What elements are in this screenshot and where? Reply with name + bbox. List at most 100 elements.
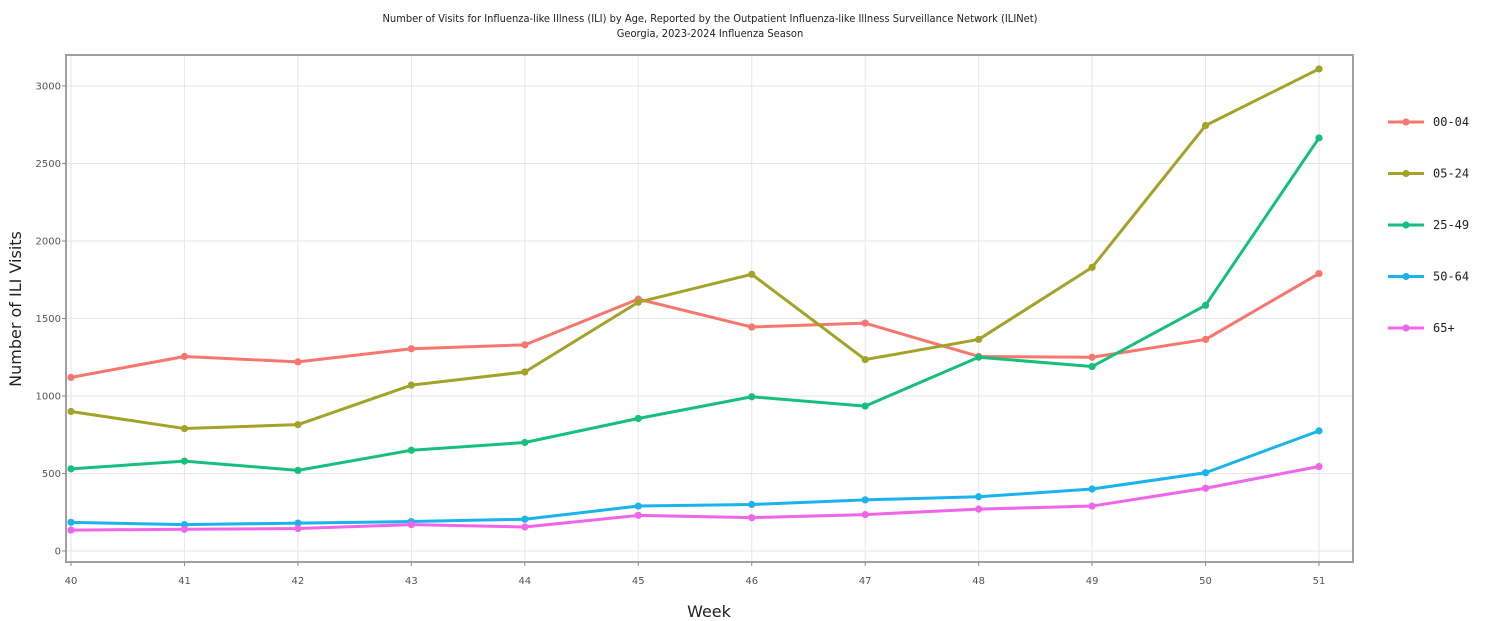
data-point xyxy=(521,523,529,531)
data-point xyxy=(407,345,415,353)
data-point xyxy=(975,493,983,501)
series-00-04 xyxy=(67,269,1323,381)
data-point xyxy=(521,341,529,349)
x-axis-ticks: 40 41 42 43 44 45 46 47 48 49 50 51 xyxy=(65,562,1326,587)
data-point xyxy=(180,457,189,465)
series-layer xyxy=(67,65,1323,534)
x-tick-label: 48 xyxy=(972,576,985,587)
data-point xyxy=(1088,485,1096,493)
data-point xyxy=(521,515,529,523)
x-tick-label: 51 xyxy=(1313,576,1326,587)
data-point xyxy=(1201,484,1210,492)
data-point xyxy=(748,393,756,401)
data-point xyxy=(634,414,642,423)
data-point xyxy=(294,466,302,474)
x-tick-label: 40 xyxy=(65,576,78,587)
data-point xyxy=(634,502,642,510)
y-tick-label: 0 xyxy=(55,547,61,558)
chart-title: Number of Visits for Influenza-like Illn… xyxy=(383,12,1038,25)
data-point xyxy=(180,424,189,433)
data-point xyxy=(521,368,529,376)
gridlines xyxy=(66,55,1353,562)
data-point xyxy=(748,500,756,509)
data-point xyxy=(975,353,983,361)
data-point xyxy=(634,298,642,306)
legend-item: 65+ xyxy=(1388,321,1455,335)
data-point xyxy=(180,352,189,361)
data-point xyxy=(294,524,302,533)
data-point xyxy=(861,510,869,519)
data-point xyxy=(1201,469,1210,477)
y-tick-label: 1500 xyxy=(36,314,61,325)
y-tick-label: 2500 xyxy=(36,159,61,170)
data-point xyxy=(67,373,75,381)
data-point xyxy=(748,514,756,522)
series-05-24 xyxy=(67,65,1323,433)
data-point xyxy=(407,446,415,454)
legend-swatch-marker xyxy=(1402,169,1410,178)
data-point xyxy=(861,402,869,410)
series-line xyxy=(69,465,1321,532)
legend-swatch-marker xyxy=(1402,272,1410,281)
x-tick-label: 44 xyxy=(518,576,531,587)
data-point xyxy=(1315,134,1323,142)
data-point xyxy=(294,519,302,527)
y-tick-label: 2000 xyxy=(36,237,61,248)
y-axis-ticks: 0 500 1000 1500 2000 2500 3000 xyxy=(36,82,66,558)
data-point xyxy=(975,335,983,344)
data-point xyxy=(67,407,75,416)
y-tick-label: 1000 xyxy=(36,392,61,403)
data-point xyxy=(1315,427,1323,435)
x-tick-label: 45 xyxy=(632,576,645,587)
series-line xyxy=(69,67,1321,431)
data-point xyxy=(1201,335,1210,344)
x-tick-label: 49 xyxy=(1086,576,1099,587)
x-tick-label: 43 xyxy=(405,576,418,587)
x-axis-title: Week xyxy=(687,602,732,621)
legend-label: 50-64 xyxy=(1433,270,1469,284)
legend-swatch-marker xyxy=(1402,221,1410,229)
plot-area-border xyxy=(65,54,1354,563)
x-tick-label: 46 xyxy=(745,576,758,587)
y-tick-label: 3000 xyxy=(36,82,61,93)
data-point xyxy=(1315,462,1323,471)
data-point xyxy=(407,521,415,529)
data-point xyxy=(1088,353,1096,361)
data-point xyxy=(748,323,756,331)
series-25-49 xyxy=(67,134,1323,474)
series-line xyxy=(69,272,1321,379)
data-point xyxy=(67,518,75,526)
x-tick-label: 50 xyxy=(1199,576,1212,587)
data-point xyxy=(294,421,302,429)
legend-label: 25-49 xyxy=(1433,218,1469,232)
legend-swatch-marker xyxy=(1402,324,1410,332)
x-tick-label: 42 xyxy=(292,576,305,587)
data-point xyxy=(407,381,415,389)
data-point xyxy=(180,525,189,533)
series-line xyxy=(69,429,1321,527)
legend-item: 05-24 xyxy=(1388,167,1469,181)
legend-item: 50-64 xyxy=(1388,270,1469,284)
series-65+ xyxy=(67,462,1323,534)
data-point xyxy=(67,526,75,534)
chart-subtitle: Georgia, 2023-2024 Influenza Season xyxy=(617,27,804,40)
data-point xyxy=(1315,65,1323,73)
data-point xyxy=(861,496,869,504)
data-point xyxy=(975,505,983,513)
series-line xyxy=(69,136,1321,472)
x-tick-label: 41 xyxy=(178,576,191,587)
legend-label: 65+ xyxy=(1433,321,1455,335)
data-point xyxy=(1315,269,1323,278)
data-point xyxy=(1088,362,1096,371)
data-point xyxy=(294,358,302,366)
data-point xyxy=(1088,263,1096,271)
legend-label: 00-04 xyxy=(1433,115,1469,129)
data-point xyxy=(748,270,756,278)
data-point xyxy=(521,438,529,447)
data-point xyxy=(861,319,869,327)
series-50-64 xyxy=(67,427,1323,529)
data-point xyxy=(1201,121,1210,130)
data-point xyxy=(1088,502,1096,510)
x-tick-label: 47 xyxy=(859,576,872,587)
